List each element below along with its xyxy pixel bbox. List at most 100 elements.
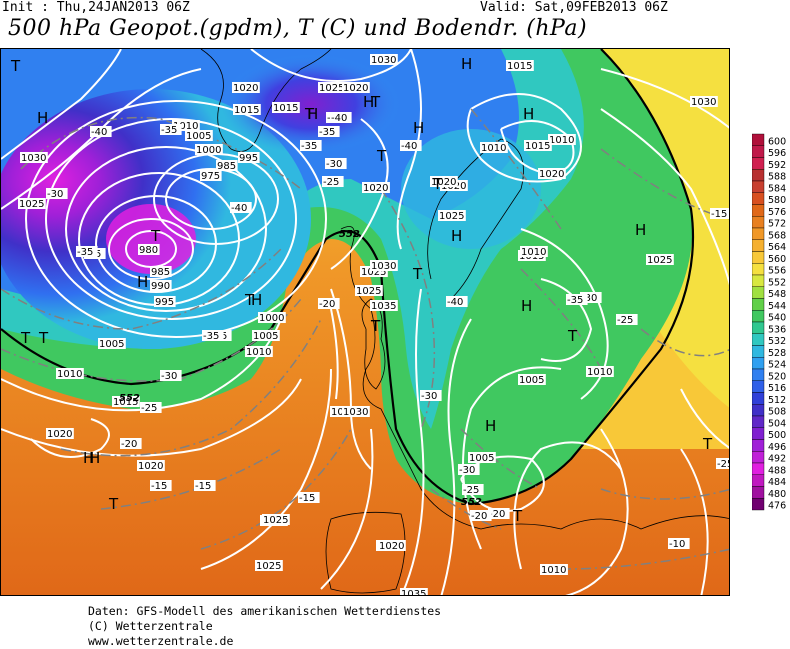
temperature-label-box — [325, 158, 347, 169]
temperature-label: -30 — [47, 189, 63, 200]
pressure-label: 1025 — [19, 199, 44, 210]
scale-value: 584 — [768, 183, 786, 194]
gpdm-label: 552 — [339, 229, 360, 240]
pressure-label-box — [252, 330, 280, 341]
scale-value: 516 — [768, 383, 786, 394]
scale-swatch — [752, 345, 765, 358]
temperature-label-layer: -40-35-40-35-30-25-35-40-35-30-25-20-35-… — [46, 112, 729, 550]
pressure-label: 985 — [151, 267, 170, 278]
pressure-label-box — [195, 144, 223, 155]
coastline-britain — [361, 298, 386, 390]
pressure-label-box — [112, 396, 140, 407]
temperature-label-box — [616, 314, 638, 325]
temperature-label-box — [230, 202, 252, 213]
pressure-label: 1020 — [343, 83, 368, 94]
pressure-label: 1010 — [587, 367, 612, 378]
pressure-label-box — [318, 82, 346, 93]
scale-swatch — [752, 298, 765, 311]
pressure-label-box — [520, 246, 548, 257]
pressure-label: 1025 — [256, 561, 281, 572]
temperature-label-box — [566, 294, 588, 305]
low-pressure-center: T — [432, 175, 443, 193]
low-pressure-center: T — [412, 265, 423, 283]
scale-value: 592 — [768, 160, 786, 171]
scale-swatch — [752, 204, 765, 217]
scale-swatch — [752, 333, 765, 346]
temperature-label-box — [710, 208, 729, 219]
temperature-label: -35 — [203, 331, 219, 342]
scale-value: 536 — [768, 324, 786, 335]
low-pressure-center: T — [20, 329, 31, 347]
scale-value: 480 — [768, 489, 786, 500]
temperature-label-box — [420, 390, 442, 401]
scale-swatch — [752, 451, 765, 464]
scale-value: 540 — [768, 313, 786, 324]
temperature-label: -35 — [567, 295, 583, 306]
temperature-label-box — [300, 140, 322, 151]
temperature-label: -35 — [319, 127, 335, 138]
low-pressure-center: T — [370, 317, 381, 335]
scale-swatch — [752, 192, 765, 205]
scale-value: 544 — [768, 301, 786, 312]
temperature-label: -15 — [711, 209, 727, 220]
scale-swatch — [752, 474, 765, 487]
scale-swatch — [752, 274, 765, 287]
high-pressure-center: H — [37, 109, 48, 127]
pressure-label-box — [646, 254, 674, 265]
pressure-label: 1025 — [439, 211, 464, 222]
pressure-label: 1020 — [47, 429, 72, 440]
temperature-label-box — [298, 492, 320, 503]
valid-time: Valid: Sat,09FEB2013 06Z — [480, 0, 668, 15]
pressure-label: 1010 — [57, 369, 82, 380]
scale-value: 520 — [768, 371, 786, 382]
temperature-label: -40 — [231, 203, 247, 214]
scale-swatch — [752, 380, 765, 393]
pressure-label-box — [272, 102, 300, 113]
init-time: Init : Thu,24JAN2013 06Z — [2, 0, 190, 15]
scale-value: 476 — [768, 501, 786, 512]
low-pressure-center: T — [38, 329, 49, 347]
scale-value: 552 — [768, 277, 786, 288]
pressure-label: 1010 — [173, 121, 198, 132]
pressure-label-box — [538, 168, 566, 179]
pressure-label-box — [233, 104, 261, 115]
high-pressure-center: H — [461, 55, 472, 73]
scale-value: 492 — [768, 454, 786, 465]
pressure-label-box — [360, 266, 388, 277]
scale-value: 556 — [768, 266, 786, 277]
scale-swatch — [752, 286, 765, 299]
website-line: www.wetterzentrale.de — [88, 634, 234, 648]
pressure-label-box — [172, 120, 200, 131]
pressure-label-box — [468, 452, 496, 463]
high-pressure-center: H — [137, 273, 148, 291]
low-pressure-center: T — [10, 57, 21, 75]
scale-swatch — [752, 498, 765, 511]
temperature-label-box — [458, 464, 480, 475]
scale-swatch — [752, 239, 765, 252]
pressure-label-box — [355, 285, 383, 296]
pressure-label: 1020 — [539, 169, 564, 180]
high-pressure-center: H — [635, 221, 646, 239]
pressure-label-box — [216, 160, 238, 171]
pressure-label: 1020 — [138, 461, 163, 472]
high-pressure-center: H — [521, 297, 532, 315]
high-pressure-center: H — [307, 105, 318, 123]
pressure-label: 1030 — [21, 153, 46, 164]
temperature-label-box — [580, 292, 602, 303]
footer-credits: Daten: GFS-Modell des amerikanischen Wet… — [88, 604, 441, 649]
temperature-label-box — [470, 510, 492, 521]
temperature-label: -40 — [91, 127, 107, 138]
scale-swatch — [752, 180, 765, 193]
pressure-label-box — [506, 60, 534, 71]
scale-value: 500 — [768, 430, 786, 441]
high-pressure-center: H — [363, 93, 374, 111]
temperature-label: -15 — [151, 481, 167, 492]
pressure-label-box — [370, 300, 398, 311]
pressure-label-box — [480, 142, 508, 153]
pressure-label-box — [258, 312, 286, 323]
pressure-label: 1010 — [549, 135, 574, 146]
scale-swatch — [752, 392, 765, 405]
pressure-label: 1010 — [246, 347, 271, 358]
pressure-label-box — [150, 266, 172, 277]
